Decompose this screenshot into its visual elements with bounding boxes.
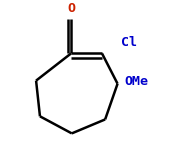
Text: OMe: OMe: [125, 75, 148, 88]
Text: O: O: [67, 2, 75, 15]
Text: Cl: Cl: [121, 36, 137, 49]
